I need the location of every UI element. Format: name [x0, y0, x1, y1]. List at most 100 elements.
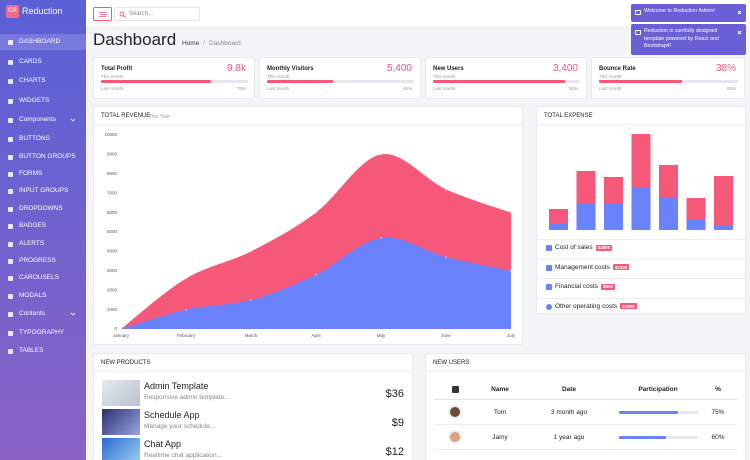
- bar-segment: [549, 209, 568, 223]
- area-point: [185, 308, 187, 311]
- x-tick-label: April: [311, 333, 320, 338]
- y-tick-label: 1000: [107, 307, 118, 312]
- stat-progress-bar: [599, 80, 683, 83]
- nav-item[interactable]: DROPDOWNS: [0, 201, 86, 217]
- nav-item[interactable]: DASHBOARD: [0, 34, 86, 50]
- product-price: $9: [391, 417, 404, 429]
- product-thumbnail: [102, 409, 140, 435]
- x-tick-label: June: [441, 333, 451, 338]
- stat-progress-track: [433, 80, 580, 83]
- nav-icon: [8, 117, 13, 123]
- nav-item[interactable]: BUTTON GROUPS: [0, 149, 86, 165]
- nav-label: DASHBOARD: [19, 38, 61, 45]
- legend-amount-badge: $2400: [620, 303, 637, 309]
- area-point: [510, 270, 512, 272]
- nav-label: FORMS: [19, 170, 43, 177]
- nav-item[interactable]: CHARTS: [0, 73, 86, 89]
- nav-icon: [8, 188, 13, 194]
- area-point: [250, 250, 252, 253]
- nav-label: INPUT GROUPS: [19, 187, 69, 194]
- product-description: Realtime chat application...: [144, 452, 223, 459]
- close-icon: [737, 30, 742, 35]
- users-card: NEW USERS Name Date Participation% Tom 3 mont…: [425, 353, 746, 460]
- area-point: [250, 299, 252, 301]
- stat-progress-bar: [433, 80, 566, 83]
- breadcrumb-home[interactable]: Home: [182, 40, 200, 47]
- product-name[interactable]: Admin Template: [144, 381, 209, 391]
- nav-item[interactable]: ALERTS: [0, 236, 86, 252]
- nav-icon: [8, 136, 13, 142]
- y-tick-label: 8000: [107, 171, 118, 176]
- expense-card: TOTAL EXPENSE Cost of sales $3000 Managemen…: [536, 106, 746, 314]
- nav-item[interactable]: TYPOGRAPHY: [0, 325, 86, 341]
- legend-divider: [537, 239, 745, 240]
- nav-item[interactable]: MODALS: [0, 288, 86, 304]
- search-box[interactable]: Search...: [114, 7, 200, 21]
- nav-item[interactable]: WIDGETS: [0, 93, 86, 109]
- product-name[interactable]: Schedule App: [144, 410, 200, 420]
- table-header: %: [715, 386, 721, 393]
- bar-segment: [631, 187, 651, 230]
- stat-value: 3,400: [552, 63, 578, 74]
- table-header: Date: [561, 386, 577, 393]
- stat-title: Total Profit: [101, 66, 133, 72]
- bar-segment: [659, 197, 678, 230]
- nav-item[interactable]: BADGES: [0, 218, 86, 234]
- nav-item[interactable]: Components: [0, 112, 86, 128]
- y-tick-label: 7000: [107, 190, 118, 195]
- stat-compare: Last month: [599, 86, 622, 91]
- bar-segment: [714, 225, 733, 230]
- nav-item[interactable]: BUTTONS: [0, 131, 86, 147]
- nav-item[interactable]: CAROUSELS: [0, 270, 86, 286]
- stat-compare: Last month: [101, 86, 124, 91]
- chart-title: TOTAL EXPENSE: [544, 113, 593, 119]
- area-series: [121, 237, 511, 329]
- area-point: [315, 273, 317, 276]
- bar-segment: [604, 177, 623, 203]
- participation-bar: [619, 411, 679, 414]
- nav-label: DROPDOWNS: [19, 205, 63, 212]
- breadcrumb-current: Dashboard: [209, 40, 241, 47]
- nav-item[interactable]: INPUT GROUPS: [0, 183, 86, 199]
- stat-value: 9.8k: [227, 63, 246, 74]
- brand-name: Reduction: [22, 6, 63, 16]
- nav-item[interactable]: TABLES: [0, 343, 86, 359]
- nav-item[interactable]: PROGRESS: [0, 253, 86, 269]
- stat-progress-track: [101, 80, 248, 83]
- stat-compare: Last month: [433, 86, 456, 91]
- area-point: [510, 211, 512, 214]
- stat-progress-bar: [267, 80, 334, 83]
- area-point: [120, 328, 122, 330]
- stat-progress-label: 75%: [236, 86, 246, 91]
- nav-label: BUTTON GROUPS: [19, 153, 76, 160]
- y-tick-label: 10000: [104, 132, 117, 137]
- stat-card: New Users 3,400 This month Last month 90%: [425, 57, 587, 99]
- nav-item[interactable]: CARDS: [0, 54, 86, 70]
- notification-close[interactable]: [737, 10, 742, 15]
- x-tick-label: January: [113, 333, 130, 338]
- menu-button[interactable]: [93, 7, 112, 21]
- stat-progress-track: [267, 80, 414, 83]
- bar-segment: [604, 203, 623, 230]
- nav-label: BUTTONS: [19, 135, 50, 142]
- nav-label: Components: [19, 116, 56, 123]
- legend-label: Cost of sales: [555, 244, 593, 251]
- card-header-divider: [94, 371, 412, 372]
- participation-label: 75%: [711, 409, 725, 416]
- user-name: Jamy: [492, 434, 508, 441]
- notification-close[interactable]: [737, 30, 742, 35]
- bar-segment: [686, 219, 706, 230]
- menu-icon: [99, 12, 107, 17]
- legend-divider: [537, 278, 745, 279]
- product-name[interactable]: Chat App: [144, 439, 182, 449]
- stat-card: Monthly Visitors 5,400 This month Last mont…: [259, 57, 421, 99]
- product-price: $36: [385, 388, 404, 400]
- notification-text: Reduction is carefully designed template…: [644, 28, 719, 49]
- nav-icon: [8, 59, 13, 65]
- products-card: NEW PRODUCTS Admin Template Responsive adm…: [93, 353, 413, 460]
- search-icon-handle: [123, 15, 126, 18]
- participation-track: [619, 436, 698, 439]
- nav-item[interactable]: FORMS: [0, 166, 86, 182]
- nav-item[interactable]: Contents: [0, 306, 86, 322]
- nav-icon: [8, 154, 13, 160]
